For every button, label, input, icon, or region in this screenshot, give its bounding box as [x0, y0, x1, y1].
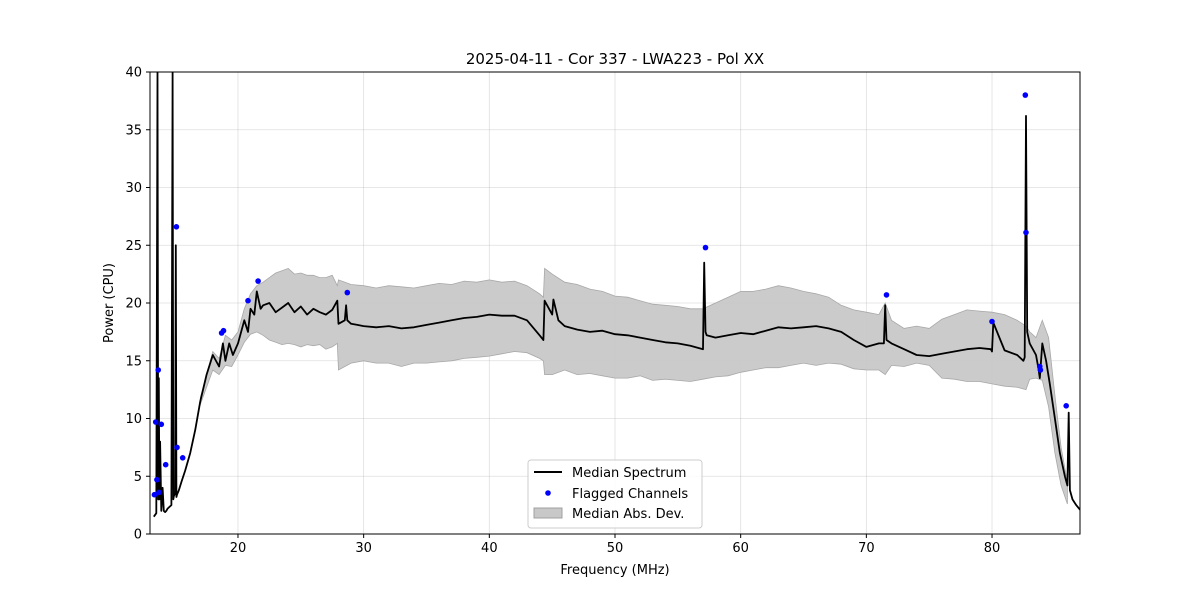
legend-box: [527, 459, 703, 529]
flagged-channel-point: [1022, 92, 1029, 98]
y-tick-label: 25: [125, 239, 142, 254]
x-tick-label: 60: [732, 541, 749, 556]
x-tick-label: 40: [481, 541, 498, 556]
legend-label-median-spectrum: Median Spectrum: [572, 466, 686, 481]
flagged-channel-point: [173, 224, 180, 230]
legend-swatch-median-abs-dev: [533, 507, 563, 519]
flagged-channel-point: [155, 367, 161, 373]
legend-label-flagged-channels: Flagged Channels: [572, 487, 688, 502]
series-median-spectrum: [153, 72, 1080, 518]
flagged-channel-point: [156, 489, 162, 496]
flagged-channel-point: [174, 444, 180, 451]
x-tick-label: 20: [230, 541, 247, 556]
flagged-channel-point: [154, 476, 160, 483]
flagged-channel-point: [702, 244, 709, 251]
y-tick-label: 40: [125, 66, 142, 81]
flagged-channel-point: [1037, 367, 1044, 373]
chart-title: 2025-04-11 - Cor 337 - LWA223 - Pol XX: [466, 50, 764, 68]
flagged-channel-point: [1023, 229, 1029, 236]
y-tick-label: 0: [134, 528, 142, 543]
x-tick-label: 30: [355, 541, 372, 556]
flagged-channel-point: [883, 292, 890, 298]
flagged-channel-point: [344, 289, 351, 296]
y-tick-label: 15: [125, 354, 142, 369]
legend-swatch-flagged-channels: [545, 490, 551, 496]
y-axis-label: Power (CPU): [102, 263, 117, 343]
flagged-channel-point: [989, 318, 995, 325]
flagged-channel-point: [151, 491, 158, 498]
flagged-channel-point: [245, 297, 251, 304]
plot-area: [151, 72, 1080, 518]
flagged-channel-point: [162, 461, 169, 468]
flagged-channel-point: [152, 419, 159, 425]
y-tick-label: 5: [134, 470, 142, 485]
y-axis-ticks: 0 5 10 15 20 25 30 35 40: [125, 66, 150, 543]
x-axis-ticks: 20 30 40 50 60 70 80: [230, 534, 1001, 556]
flagged-channel-point: [255, 278, 261, 284]
y-tick-label: 10: [125, 412, 142, 427]
y-tick-label: 30: [125, 181, 142, 196]
y-tick-label: 20: [125, 297, 142, 312]
flagged-channel-point: [220, 327, 227, 334]
flagged-channel-point: [179, 455, 186, 461]
y-tick-label: 35: [125, 123, 142, 138]
flagged-channel-point: [1063, 403, 1069, 409]
x-tick-label: 70: [858, 541, 875, 556]
legend-label-median-abs-dev: Median Abs. Dev.: [572, 507, 684, 522]
legend: Median Spectrum Flagged Channels Median …: [527, 459, 703, 529]
x-tick-label: 80: [984, 541, 1001, 556]
x-tick-label: 50: [607, 541, 624, 556]
x-axis-label: Frequency (MHz): [560, 563, 669, 578]
flagged-channel-point: [158, 421, 165, 428]
